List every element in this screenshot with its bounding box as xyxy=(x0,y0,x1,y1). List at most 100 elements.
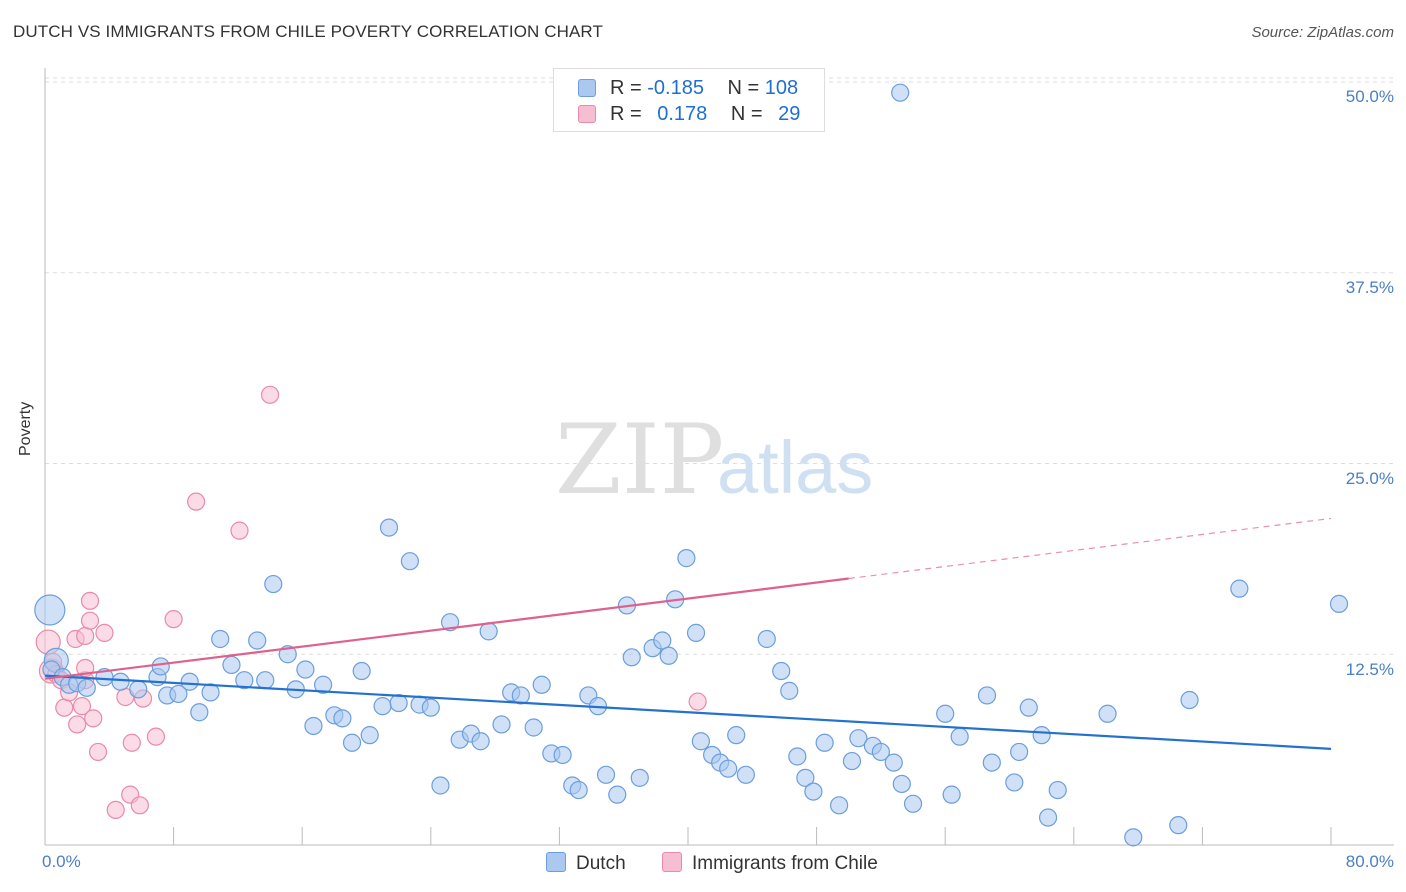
dutch-point xyxy=(313,675,333,694)
dutch-point xyxy=(1329,594,1349,613)
dutch-point xyxy=(736,765,755,784)
dutch-point xyxy=(788,747,807,766)
dutch-point xyxy=(169,684,188,704)
dutch-point xyxy=(622,648,641,667)
chile-point xyxy=(688,692,707,711)
y-tick-label: 25.0% xyxy=(1345,469,1394,488)
dutch-point xyxy=(431,776,450,795)
bottom-legend-swatch-chile xyxy=(662,852,682,872)
dutch-point xyxy=(248,631,267,650)
legend-r-label: R = xyxy=(610,103,648,125)
legend-n-value: 108 xyxy=(764,77,799,99)
dutch-point xyxy=(796,768,815,787)
dutch-point xyxy=(34,594,66,626)
chile-point xyxy=(164,610,183,629)
chile-point xyxy=(55,698,74,717)
dutch-point xyxy=(492,715,511,734)
chile-point xyxy=(130,796,149,815)
chile-point xyxy=(80,591,100,610)
dutch-point xyxy=(1005,773,1024,792)
dutch-point xyxy=(532,675,551,694)
chile-point xyxy=(260,385,280,404)
dutch-point xyxy=(936,704,955,723)
chile-point xyxy=(230,521,249,540)
chile-point xyxy=(80,611,100,630)
watermark-atlas: atlas xyxy=(717,426,873,509)
dutch-point xyxy=(727,726,746,745)
dutch-point xyxy=(653,631,672,650)
dutch-point xyxy=(815,733,834,752)
chile-point xyxy=(95,623,114,642)
legend-n-label: N = xyxy=(730,103,769,125)
dutch-point xyxy=(479,622,498,641)
chile-trend-line-dashed xyxy=(848,517,1332,580)
dutch-point xyxy=(77,678,96,697)
source-label: Source: ZipAtlas.com xyxy=(1251,24,1394,41)
dutch-point xyxy=(1010,742,1029,762)
chile-trend-line xyxy=(44,577,849,680)
watermark: ZIP atlas xyxy=(555,404,873,516)
dutch-point xyxy=(1180,690,1199,710)
dutch-point xyxy=(1019,698,1038,717)
y-tick-label: 50.0% xyxy=(1345,87,1394,106)
dutch-point xyxy=(296,660,315,679)
legend-n-label: N = xyxy=(727,77,765,99)
dutch-point xyxy=(129,680,148,699)
dutch-point xyxy=(264,574,283,594)
dutch-point xyxy=(333,709,352,728)
chile-point xyxy=(76,626,95,646)
legend-r-label: R = xyxy=(610,77,648,99)
dutch-point xyxy=(630,768,649,787)
dutch-point xyxy=(379,518,399,537)
dutch-point xyxy=(373,697,392,716)
dutch-point xyxy=(151,657,170,676)
chile-point xyxy=(187,492,206,511)
legend-r-value: -0.185 xyxy=(647,77,704,99)
dutch-point xyxy=(304,716,323,736)
dutch-point xyxy=(111,672,130,691)
dutch-point xyxy=(871,742,891,762)
dutch-point xyxy=(190,703,209,722)
dutch-point xyxy=(892,774,911,794)
chile-point xyxy=(72,697,92,716)
bottom-legend-label-chile: Immigrants from Chile xyxy=(692,853,878,874)
dutch-point xyxy=(256,671,275,690)
dutch-point xyxy=(950,727,969,746)
watermark-zip: ZIP xyxy=(555,404,724,516)
bottom-legend-dutch: Dutch xyxy=(546,852,626,875)
dutch-point xyxy=(1048,780,1067,800)
dutch-point xyxy=(891,83,910,102)
dutch-point xyxy=(471,732,490,751)
axes xyxy=(44,68,1394,846)
grid-lines xyxy=(45,77,1394,655)
dutch-point xyxy=(235,671,254,690)
dutch-point xyxy=(757,629,776,649)
chile-point xyxy=(84,709,103,728)
dutch-point xyxy=(780,681,799,700)
dutch-point xyxy=(719,759,738,778)
dutch-point xyxy=(1124,828,1143,847)
legend-n-value: 29 xyxy=(778,103,801,125)
dutch-point xyxy=(389,693,408,713)
dutch-point xyxy=(201,683,220,702)
dutch-point xyxy=(1230,579,1249,598)
dutch-point xyxy=(686,623,706,642)
chile-point xyxy=(146,727,166,746)
dutch-point xyxy=(830,796,849,815)
dutch-point xyxy=(659,646,678,665)
dutch-point xyxy=(553,745,572,765)
dutch-point xyxy=(1169,816,1188,835)
dutch-point xyxy=(691,732,710,751)
chile-point xyxy=(106,800,125,820)
dutch-point xyxy=(180,672,199,691)
y-tick-label: 12.5% xyxy=(1345,660,1394,679)
bottom-legend-chile: Immigrants from Chile xyxy=(662,852,878,875)
dutch-point xyxy=(1098,704,1117,723)
dutch-point xyxy=(1032,726,1051,745)
chile-point xyxy=(88,742,108,762)
bottom-legend-label-dutch: Dutch xyxy=(576,853,626,874)
dutch-point xyxy=(903,794,923,813)
dutch-point xyxy=(511,686,530,705)
chile-point xyxy=(68,715,87,734)
